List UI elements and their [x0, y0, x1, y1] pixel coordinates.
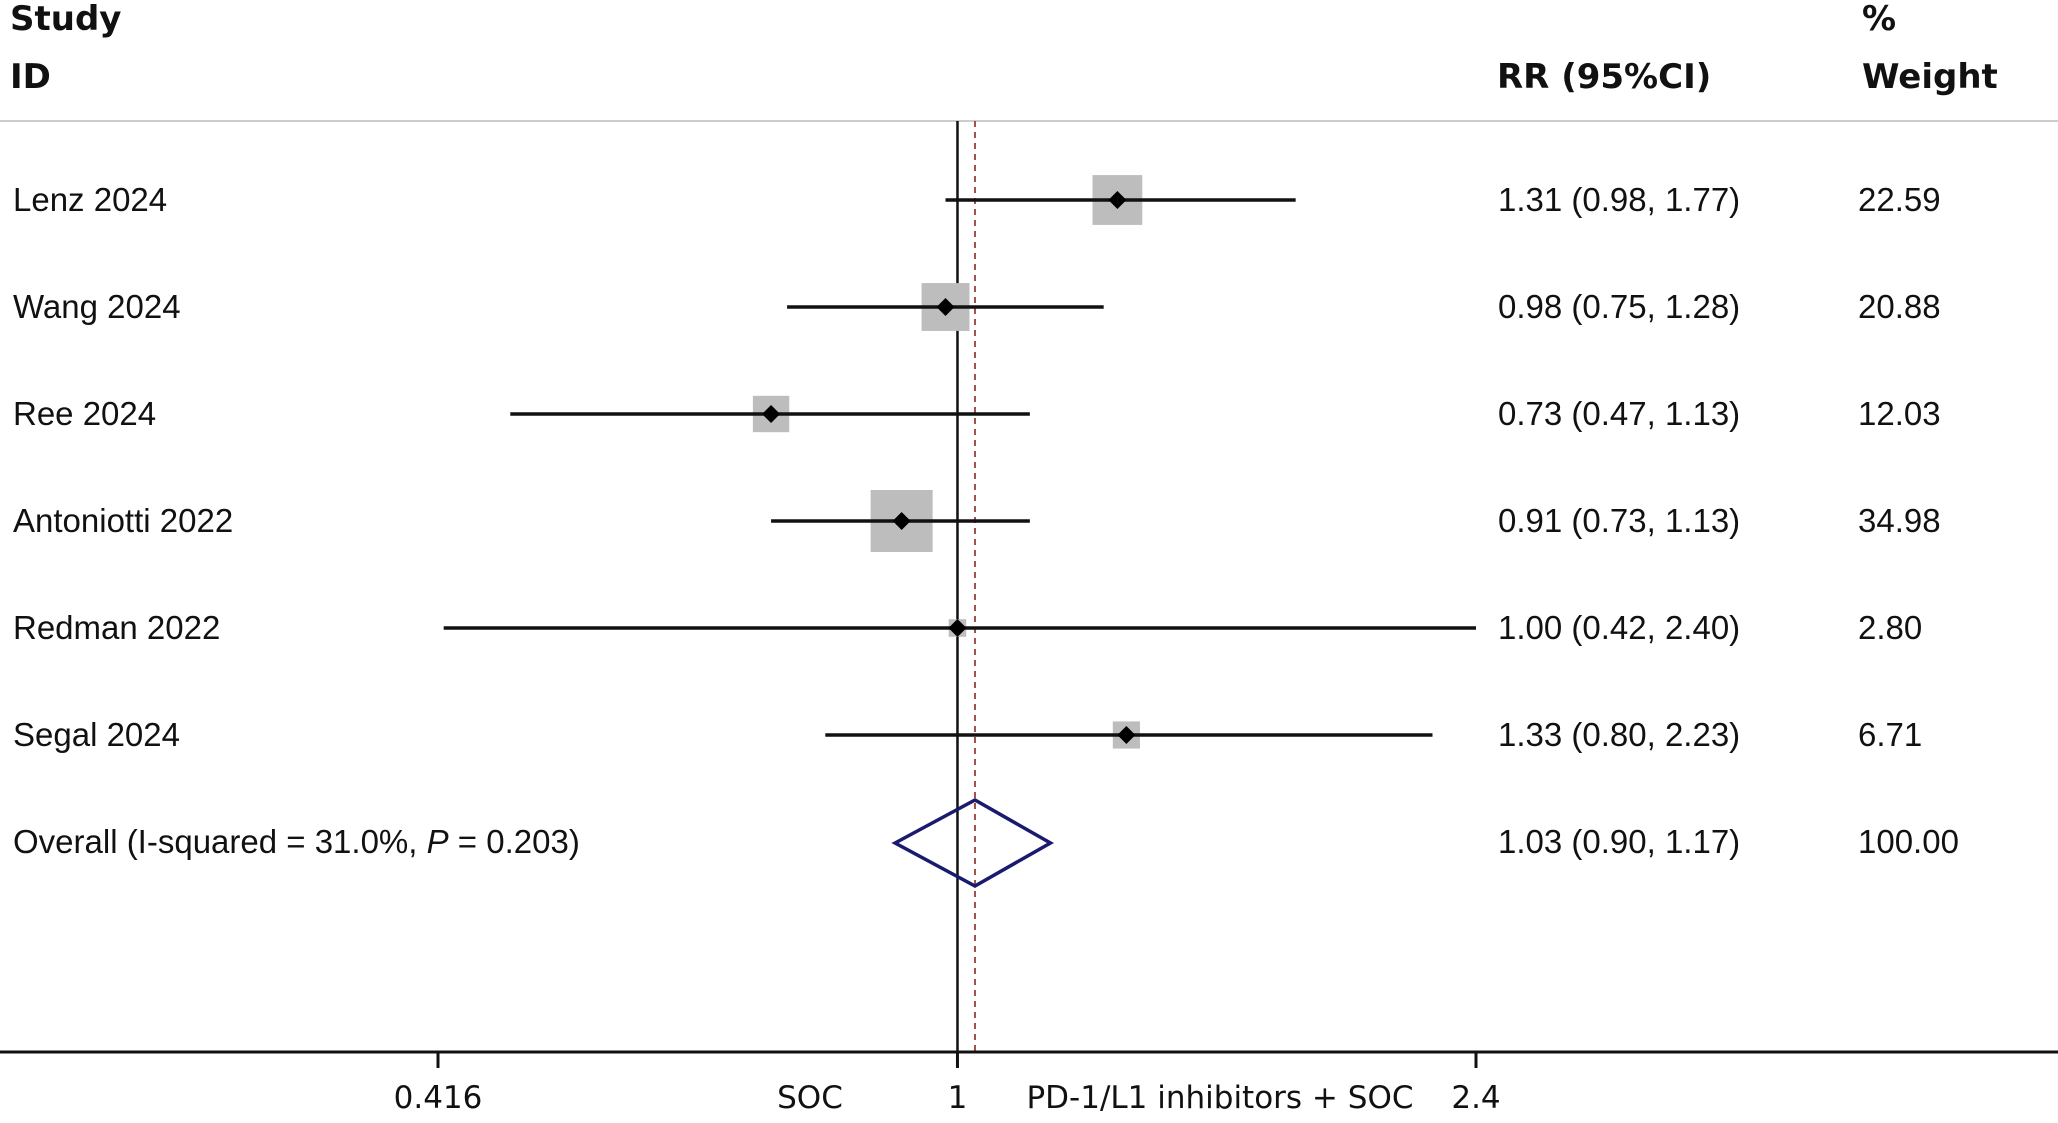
- study-label-antoniotti-2022: Antoniotti 2022: [13, 502, 233, 539]
- study-label-ree-2024: Ree 2024: [13, 395, 156, 432]
- study-weight-text-antoniotti-2022: 34.98: [1858, 502, 1941, 539]
- overall-diamond: [891, 797, 1055, 889]
- favours-left-label: SOC: [777, 1080, 843, 1116]
- x-tick-label: 1: [948, 1080, 968, 1116]
- x-axis-ticks: 0.416 1 2.4: [394, 1052, 1501, 1116]
- x-tick-label: 2.4: [1451, 1080, 1500, 1116]
- study-weight-text-wang-2024: 20.88: [1858, 288, 1941, 325]
- point-estimate-ree-2024: [762, 405, 781, 423]
- study-label-segal-2024: Segal 2024: [13, 716, 180, 753]
- header-id: ID: [10, 57, 51, 97]
- study-label-wang-2024: Wang 2024: [13, 288, 181, 325]
- study-ci-text-segal-2024: 1.33 (0.80, 2.23): [1498, 716, 1740, 753]
- x-tick-label: 0.416: [394, 1080, 483, 1116]
- study-weight-text-lenz-2024: 22.59: [1858, 181, 1941, 218]
- header-effect: RR (95%CI): [1497, 57, 1711, 97]
- study-weight-text-ree-2024: 12.03: [1858, 395, 1941, 432]
- study-ci-text-ree-2024: 0.73 (0.47, 1.13): [1498, 395, 1740, 432]
- overall-weight-text: 100.00: [1858, 823, 1959, 860]
- study-weight-text-segal-2024: 6.71: [1858, 716, 1922, 753]
- point-estimate-antoniotti-2022: [892, 512, 911, 530]
- study-ci-text-redman-2022: 1.00 (0.42, 2.40): [1498, 609, 1740, 646]
- header-study: Study: [10, 0, 121, 39]
- overall-label: Overall (I-squared = 31.0%, P = 0.203): [13, 823, 580, 860]
- point-estimate-redman-2022: [948, 619, 967, 637]
- favours-right-label: PD-1/L1 inhibitors + SOC: [1026, 1080, 1413, 1116]
- study-rows: Lenz 2024 1.31 (0.98, 1.77) 22.59 Wang 2024…: [13, 121, 1941, 1052]
- study-label-redman-2022: Redman 2022: [13, 609, 220, 646]
- header-percent: %: [1862, 0, 1896, 39]
- study-ci-text-antoniotti-2022: 0.91 (0.73, 1.13): [1498, 502, 1740, 539]
- header-weight: Weight: [1862, 57, 1998, 97]
- study-weight-text-redman-2022: 2.80: [1858, 609, 1922, 646]
- study-label-lenz-2024: Lenz 2024: [13, 181, 167, 218]
- point-estimate-segal-2024: [1117, 726, 1136, 744]
- overall-ci-text: 1.03 (0.90, 1.17): [1498, 823, 1740, 860]
- study-ci-text-lenz-2024: 1.31 (0.98, 1.77): [1498, 181, 1740, 218]
- point-estimate-lenz-2024: [1108, 191, 1127, 209]
- study-ci-text-wang-2024: 0.98 (0.75, 1.28): [1498, 288, 1740, 325]
- point-estimate-wang-2024: [936, 298, 955, 316]
